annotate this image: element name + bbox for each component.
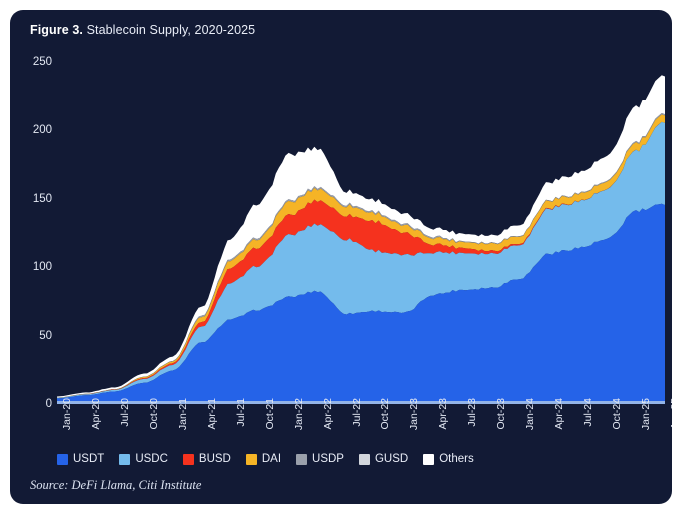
stacked-area-chart <box>57 75 665 404</box>
area-series-usdc <box>57 121 665 399</box>
y-tick-label: 250 <box>32 56 52 68</box>
x-axis: Jan-20 Apr-20 Jul-20 Oct-20 Jan-21 Apr-21 Jul-… <box>57 396 672 448</box>
legend-label: USDC <box>135 453 168 465</box>
figure-number: Figure 3. <box>30 23 83 37</box>
y-tick-label: 200 <box>32 124 52 137</box>
x-tick-label: Oct-20 <box>147 398 160 430</box>
x-tick-label: Oct-24 <box>611 398 624 430</box>
x-tick-label: Apr-24 <box>553 398 566 430</box>
x-tick-label: Jul-24 <box>582 398 595 427</box>
legend-item-others[interactable]: Others <box>423 453 474 465</box>
x-tick-label: Apr-22 <box>321 398 334 430</box>
legend-label: USDP <box>312 453 344 465</box>
y-tick-label: 150 <box>32 192 52 205</box>
x-tick-label: Oct-23 <box>495 398 508 430</box>
legend-label: DAI <box>261 453 282 465</box>
legend-label: USDT <box>73 453 105 465</box>
x-tick-label: Apr-21 <box>205 398 218 430</box>
x-tick-label: Jul-21 <box>234 398 247 427</box>
x-tick-label: Apr-20 <box>89 398 102 430</box>
x-tick-label: Apr-25 <box>669 398 672 430</box>
source-note: Source: DeFi Llama, Citi Institute <box>30 478 202 492</box>
x-tick-label: Jan-24 <box>524 398 537 431</box>
x-tick-label: Jan-23 <box>408 398 421 431</box>
area-series-usdt <box>57 203 665 404</box>
legend-swatch-icon <box>358 453 370 465</box>
x-tick-label: Jul-23 <box>466 398 479 427</box>
x-axis-baseline <box>57 401 665 404</box>
legend-swatch-icon <box>57 453 68 465</box>
legend-label: Others <box>439 453 474 465</box>
legend-swatch-icon <box>423 453 435 465</box>
x-tick-label: Jan-22 <box>292 398 305 431</box>
x-tick-label: Apr-23 <box>437 398 450 430</box>
figure-card: Figure 3. Stablecoin Supply, 2020-2025 0… <box>10 10 672 504</box>
x-tick-label: Jan-25 <box>640 398 653 431</box>
x-tick-label: Jul-22 <box>350 398 363 427</box>
legend-item-usdt[interactable]: USDT <box>57 453 104 465</box>
x-tick-label: Oct-22 <box>379 398 392 430</box>
legend-item-usdc[interactable]: USDC <box>119 453 168 465</box>
legend-label: BUSD <box>198 453 231 465</box>
x-tick-label: Jan-21 <box>176 398 189 431</box>
y-tick-label: 50 <box>39 329 52 342</box>
x-tick-label: Oct-21 <box>263 398 276 430</box>
figure-title: Figure 3. Stablecoin Supply, 2020-2025 <box>30 23 255 37</box>
legend-swatch-icon <box>245 453 257 465</box>
chart-legend: USDT USDC BUSD DAI USDP GUSD Others <box>57 453 474 465</box>
figure-title-text: Stablecoin Supply, 2020-2025 <box>83 23 256 37</box>
legend-swatch-icon <box>119 453 131 465</box>
y-axis: 0 50 100 150 200 250 <box>10 56 52 410</box>
y-tick-label: 0 <box>45 398 52 410</box>
legend-item-usdp[interactable]: USDP <box>296 453 344 465</box>
x-tick-label: Jul-20 <box>118 398 131 427</box>
y-tick-label: 100 <box>32 261 52 274</box>
legend-swatch-icon <box>182 453 194 465</box>
legend-label: GUSD <box>374 453 409 465</box>
legend-swatch-icon <box>296 453 308 465</box>
legend-item-busd[interactable]: BUSD <box>182 453 231 465</box>
x-tick-label: Jan-20 <box>61 398 73 431</box>
legend-item-gusd[interactable]: GUSD <box>358 453 409 465</box>
legend-item-dai[interactable]: DAI <box>245 453 282 465</box>
chart-plot-area <box>57 62 665 404</box>
